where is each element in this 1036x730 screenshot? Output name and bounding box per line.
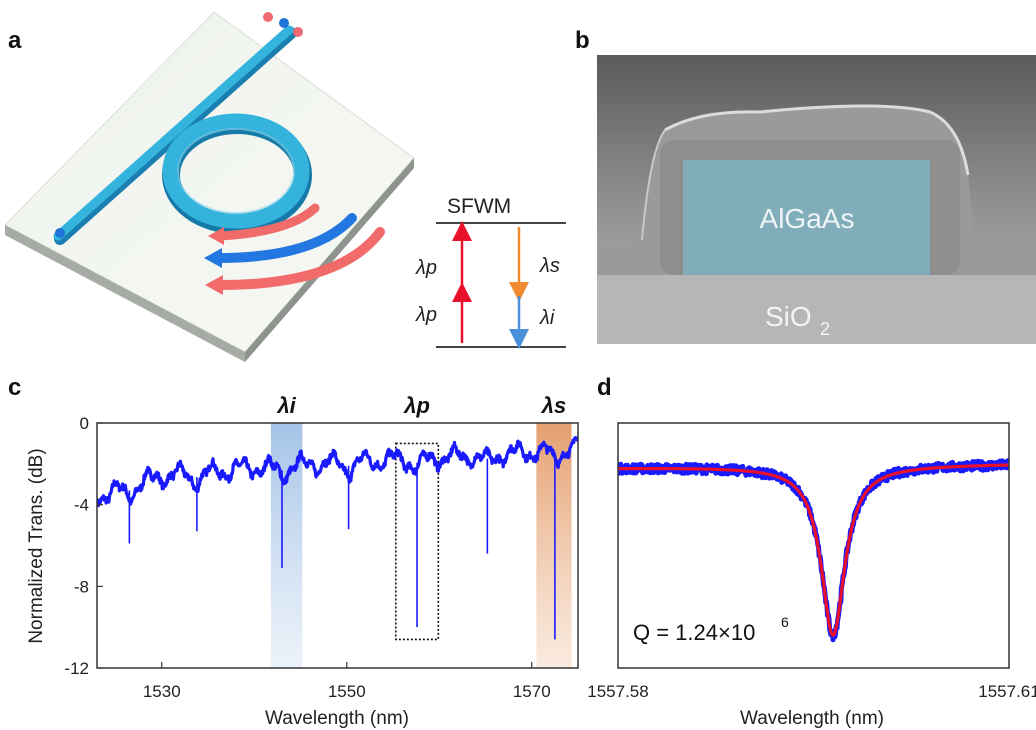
emission-arrows (204, 203, 385, 295)
chip-substrate (4, 11, 415, 362)
bus-waveguide (53, 25, 297, 245)
panel-d: d 1557.58 1557.61 Q = 1.24×10 6 Wavelengt… (587, 374, 1036, 729)
x-axis-label-c: Wavelength (nm) (265, 708, 409, 729)
transmission-plot (97, 436, 578, 640)
panel-letter-d: d (597, 374, 612, 401)
panel-letter-a: a (8, 27, 22, 54)
resonance-plot (618, 458, 1009, 643)
signal-photon-dot (263, 12, 273, 22)
q-factor-exponent: 6 (781, 614, 789, 630)
pump-highlight-box (394, 442, 440, 641)
axes-frame-d (617, 422, 1010, 669)
signal-highlight-band (536, 423, 572, 668)
transmission-trace (97, 436, 578, 508)
x-tick-label-c: 1530 (143, 682, 181, 701)
axes-frame-c (96, 422, 579, 669)
sio2-label: SiO 2 (765, 301, 830, 339)
lorentzian-fit (618, 463, 1009, 637)
x-tick-label-d: 1557.61 (978, 682, 1036, 701)
sfwm-energy-diagram: SFWM λp λp λs λi (415, 195, 566, 349)
y-tick-label-c: -12 (64, 659, 89, 678)
x-tick-label-c: 1550 (328, 682, 366, 701)
y-tick-label-c: 0 (80, 414, 89, 433)
highlight-bands: λi λp λs (270, 393, 572, 668)
pump-band-label: λp (403, 393, 430, 418)
pump-label-2: λp (415, 304, 437, 326)
sio2-subscript: 2 (820, 319, 830, 339)
ring-resonator (162, 113, 312, 234)
sio2-text: SiO (765, 301, 812, 332)
axis-ticks-c: 1530 1550 1570 0 -4 -8 -12 (64, 414, 550, 701)
sem-micrograph: AlGaAs SiO 2 (597, 55, 1036, 344)
algaas-core (683, 160, 930, 275)
idler-photon-dot (293, 27, 303, 37)
y-axis-label-c: Normalized Trans. (dB) (26, 448, 47, 643)
panel-b: b AlGaAs SiO 2 (575, 27, 1036, 344)
y-tick-label-c: -4 (74, 496, 89, 515)
panel-c: c λi λp λs 1530 1550 1570 0 -4 -8 -12 Wavelength… (8, 374, 579, 729)
input-pump-dot (55, 228, 65, 238)
sfwm-title: SFWM (447, 195, 511, 218)
panel-a: a (4, 11, 566, 362)
y-tick-label-c: -8 (74, 577, 89, 596)
pump-label-1: λp (415, 257, 437, 279)
idler-band-label: λi (276, 393, 296, 418)
axis-ticks-d: 1557.58 1557.61 (587, 682, 1036, 701)
signal-band-label: λs (541, 393, 566, 418)
pump-photon-dot (279, 18, 289, 28)
x-axis-label-d: Wavelength (nm) (740, 708, 884, 729)
panel-letter-b: b (575, 27, 590, 54)
algaas-label: AlGaAs (760, 203, 855, 234)
idler-label: λi (539, 307, 555, 329)
x-tick-label-d: 1557.58 (587, 682, 648, 701)
q-factor-label: Q = 1.24×10 6 (633, 614, 789, 645)
measured-trace (618, 458, 1009, 643)
panel-letter-c: c (8, 374, 21, 401)
q-factor-text: Q = 1.24×10 (633, 620, 755, 645)
x-tick-label-c: 1570 (513, 682, 551, 701)
signal-label: λs (539, 255, 560, 277)
